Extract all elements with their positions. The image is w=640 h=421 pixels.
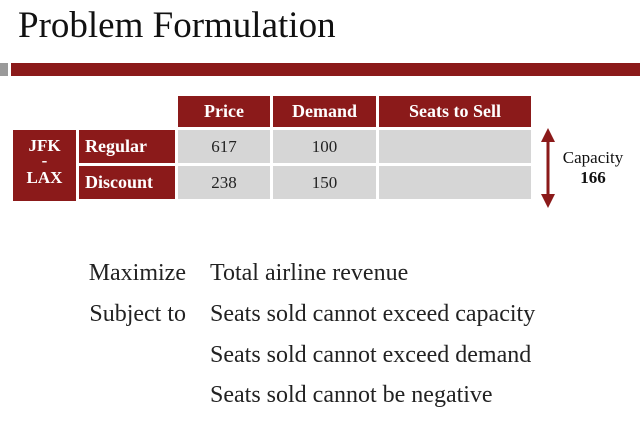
header-price: Price bbox=[178, 96, 270, 127]
cell-discount-demand: 150 bbox=[273, 166, 376, 199]
capacity-value: 166 bbox=[580, 168, 606, 187]
cell-discount-price: 238 bbox=[178, 166, 270, 199]
objective-text: Total airline revenue bbox=[210, 260, 409, 286]
header-demand: Demand bbox=[273, 96, 376, 127]
capacity-note: Capacity 166 bbox=[553, 148, 633, 188]
route-destination: LAX bbox=[26, 168, 63, 187]
cell-discount-seats[interactable] bbox=[379, 166, 531, 199]
subject-to-label: Subject to bbox=[89, 301, 186, 327]
slide-title: Problem Formulation bbox=[18, 5, 336, 46]
constraint-demand: Seats sold cannot exceed demand bbox=[210, 342, 532, 368]
header-seats-to-sell: Seats to Sell bbox=[379, 96, 531, 127]
capacity-label: Capacity bbox=[562, 148, 624, 167]
constraint-capacity: Seats sold cannot exceed capacity bbox=[210, 301, 536, 327]
row-label-regular: Regular bbox=[79, 130, 175, 163]
row-label-discount: Discount bbox=[79, 166, 175, 199]
double-arrow-icon bbox=[541, 128, 555, 208]
route-origin: JFK bbox=[28, 136, 61, 155]
title-rule bbox=[11, 63, 640, 76]
cell-regular-price: 617 bbox=[178, 130, 270, 163]
cell-regular-seats[interactable] bbox=[379, 130, 531, 163]
maximize-label: Maximize bbox=[88, 260, 186, 286]
route-separator: - bbox=[41, 151, 48, 170]
constraint-nonnegative: Seats sold cannot be negative bbox=[210, 382, 493, 408]
title-rule-accent bbox=[0, 63, 8, 76]
route-cell: JFK - LAX bbox=[13, 130, 76, 201]
cell-regular-demand: 100 bbox=[273, 130, 376, 163]
